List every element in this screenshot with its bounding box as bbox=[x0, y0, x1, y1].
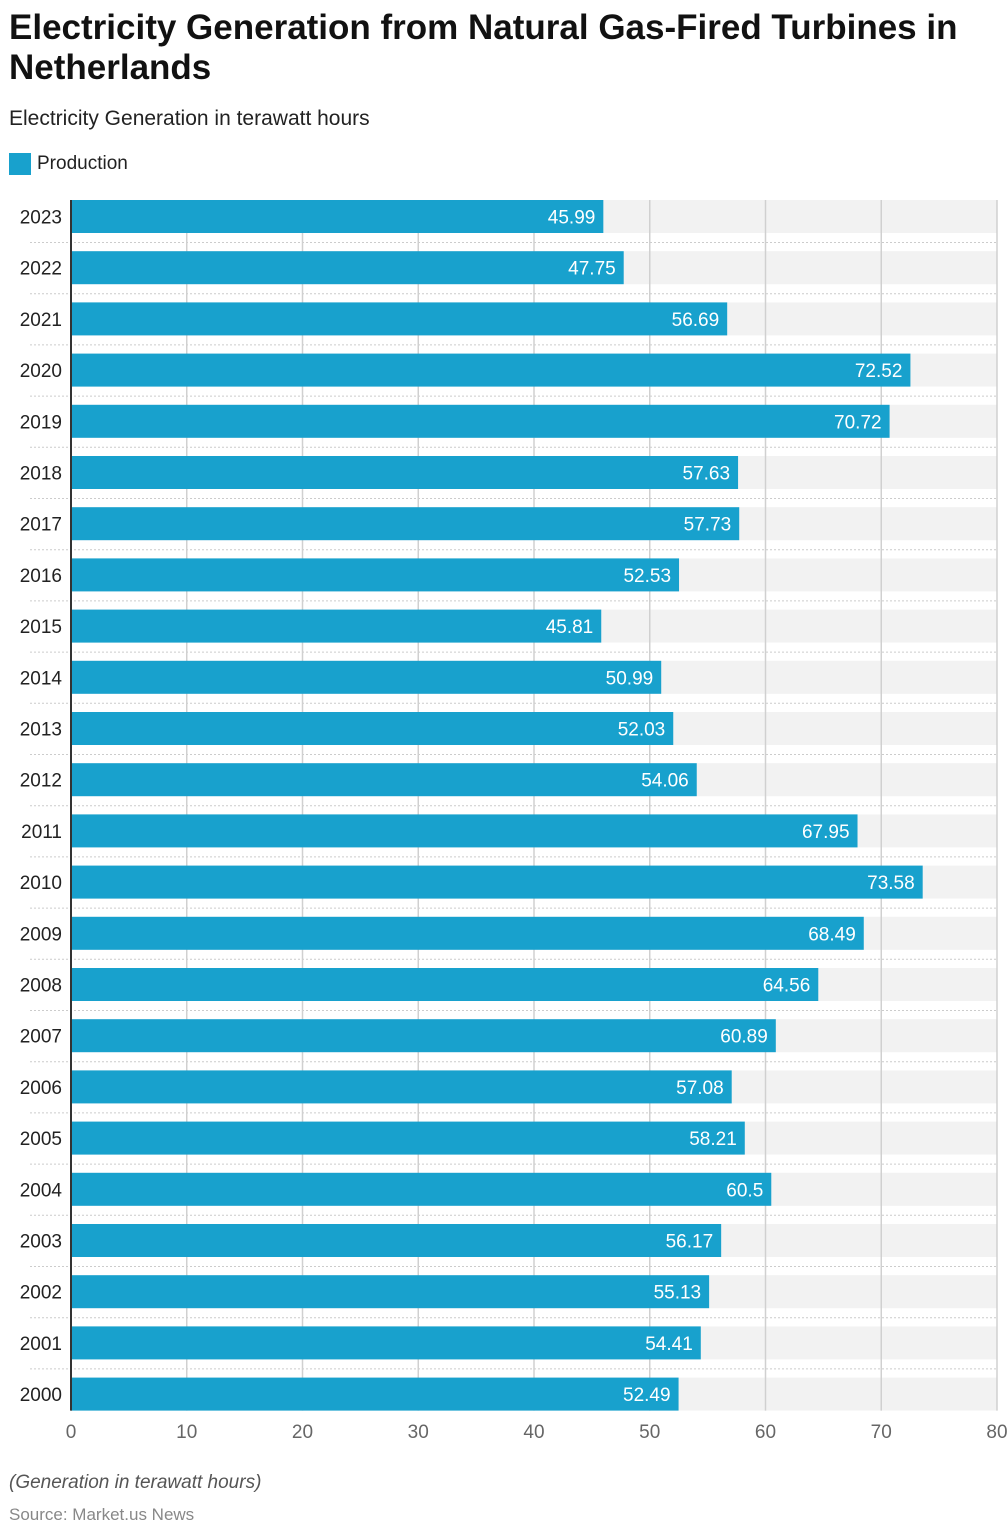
y-tick-label: 2015 bbox=[20, 617, 62, 638]
bar bbox=[71, 404, 890, 438]
data-label: 52.49 bbox=[623, 1385, 671, 1406]
legend-swatch bbox=[9, 153, 31, 175]
bar-chart: 0 10 20 30 40 50 60 70 80 45.99 2023 47.75 2022 56.69… bbox=[20, 200, 1007, 1443]
data-label: 64.56 bbox=[763, 976, 811, 997]
y-tick-label: 2023 bbox=[20, 208, 62, 229]
chart-source: Source: Market.us News bbox=[9, 1505, 195, 1524]
y-tick-label: 2016 bbox=[20, 566, 62, 587]
y-tick-label: 2014 bbox=[20, 668, 63, 689]
data-label: 54.06 bbox=[641, 771, 689, 792]
bar bbox=[71, 712, 674, 745]
data-label: 57.63 bbox=[683, 464, 731, 485]
bar bbox=[71, 1275, 710, 1309]
x-tick-label: 30 bbox=[408, 1422, 429, 1443]
bar bbox=[71, 916, 864, 950]
y-tick-label: 2001 bbox=[20, 1334, 62, 1355]
data-label: 58.21 bbox=[689, 1129, 737, 1150]
bar bbox=[71, 1172, 772, 1206]
y-tick-label: 2010 bbox=[20, 873, 62, 894]
y-tick-label: 2002 bbox=[20, 1283, 62, 1304]
chart-note: (Generation in terawatt hours) bbox=[9, 1472, 262, 1493]
bar bbox=[71, 456, 739, 489]
y-tick-label: 2006 bbox=[20, 1078, 62, 1099]
x-tick-label: 0 bbox=[66, 1422, 77, 1443]
bar bbox=[71, 968, 819, 1001]
y-tick-label: 2009 bbox=[20, 924, 62, 945]
data-label: 67.95 bbox=[802, 822, 850, 843]
x-tick-label: 60 bbox=[755, 1422, 776, 1443]
bar bbox=[71, 865, 923, 899]
data-label: 56.17 bbox=[666, 1232, 714, 1253]
data-label: 52.03 bbox=[618, 720, 666, 741]
bar bbox=[71, 200, 604, 233]
bar bbox=[71, 1377, 679, 1411]
data-label: 68.49 bbox=[808, 924, 856, 945]
data-label: 60.5 bbox=[726, 1180, 763, 1201]
x-tick-label: 50 bbox=[639, 1422, 660, 1443]
data-label: 54.41 bbox=[645, 1334, 693, 1355]
chart-subtitle: Electricity Generation in terawatt hours bbox=[9, 107, 370, 130]
bar bbox=[71, 1224, 722, 1257]
data-label: 50.99 bbox=[606, 668, 654, 689]
data-label: 57.08 bbox=[676, 1078, 724, 1099]
data-label: 47.75 bbox=[568, 259, 616, 280]
y-tick-label: 2003 bbox=[20, 1232, 62, 1253]
x-tick-label: 20 bbox=[292, 1422, 313, 1443]
bar bbox=[71, 558, 680, 592]
data-label: 52.53 bbox=[623, 566, 671, 587]
bar bbox=[71, 1019, 776, 1053]
y-tick-label: 2017 bbox=[20, 515, 62, 536]
y-tick-label: 2008 bbox=[20, 976, 62, 997]
y-tick-label: 2021 bbox=[20, 310, 62, 331]
y-tick-label: 2013 bbox=[20, 720, 62, 741]
data-label: 55.13 bbox=[654, 1283, 702, 1304]
data-label: 57.73 bbox=[684, 515, 732, 536]
chart-title: Electricity Generation from Natural Gas-… bbox=[9, 8, 958, 87]
y-tick-label: 2012 bbox=[20, 771, 62, 792]
bar bbox=[71, 1121, 745, 1155]
bar bbox=[71, 251, 624, 285]
y-tick-label: 2022 bbox=[20, 259, 62, 280]
data-label: 73.58 bbox=[867, 873, 915, 894]
data-label: 72.52 bbox=[855, 361, 903, 382]
y-tick-label: 2019 bbox=[20, 412, 62, 433]
bar bbox=[71, 507, 740, 541]
bar bbox=[71, 1070, 732, 1104]
y-tick-label: 2005 bbox=[20, 1129, 62, 1150]
y-tick-label: 2011 bbox=[21, 822, 62, 843]
bar bbox=[71, 302, 728, 336]
bar bbox=[71, 1326, 701, 1360]
y-tick-label: 2000 bbox=[20, 1385, 62, 1406]
bar bbox=[71, 353, 911, 387]
y-tick-label: 2007 bbox=[20, 1027, 62, 1048]
data-label: 60.89 bbox=[720, 1027, 768, 1048]
x-tick-label: 10 bbox=[176, 1422, 197, 1443]
bar bbox=[71, 763, 697, 797]
y-tick-label: 2004 bbox=[20, 1180, 63, 1201]
x-tick-label: 40 bbox=[523, 1422, 544, 1443]
bar bbox=[71, 609, 602, 643]
legend: Production bbox=[9, 153, 128, 175]
y-tick-label: 2020 bbox=[20, 361, 62, 382]
data-label: 45.81 bbox=[546, 617, 594, 638]
legend-label: Production bbox=[37, 153, 128, 174]
data-label: 56.69 bbox=[672, 310, 720, 331]
bar bbox=[71, 660, 662, 694]
data-label: 45.99 bbox=[548, 208, 596, 229]
x-tick-label: 70 bbox=[871, 1422, 892, 1443]
bar bbox=[71, 814, 858, 848]
y-tick-label: 2018 bbox=[20, 464, 62, 485]
x-tick-label: 80 bbox=[986, 1422, 1007, 1443]
data-label: 70.72 bbox=[834, 412, 882, 433]
